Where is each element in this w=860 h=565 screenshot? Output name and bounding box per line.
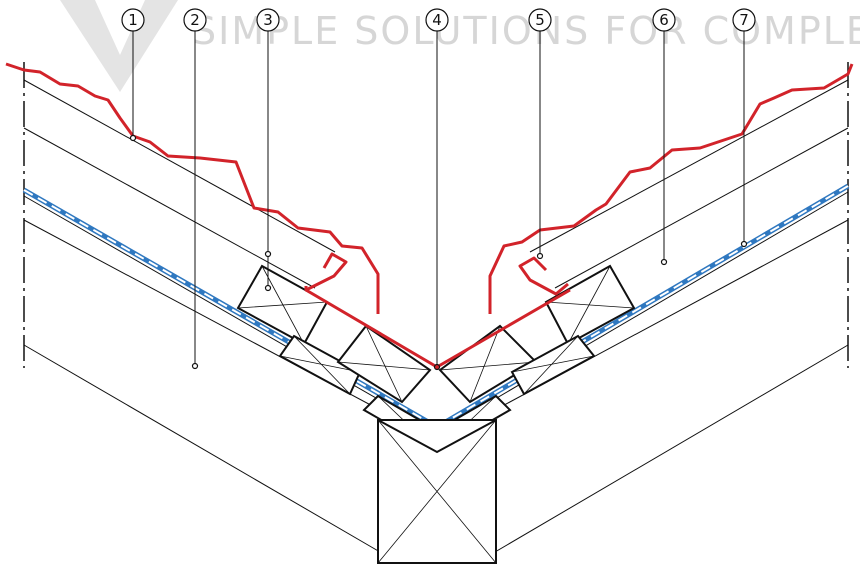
- right-batten-upper-line: [529, 79, 849, 253]
- left-counter-batten-lower: [278, 334, 362, 396]
- membrane-inner-line: [23, 191, 849, 434]
- callout-5: 5: [528, 8, 552, 32]
- right-counter-batten-upper: [544, 264, 636, 346]
- svg-text:1: 1: [128, 11, 138, 29]
- right-membrane: [435, 183, 850, 430]
- callout-7: 7: [732, 8, 756, 32]
- svg-text:7: 7: [739, 11, 749, 29]
- svg-text:6: 6: [659, 11, 669, 29]
- break-lines: [23, 62, 849, 368]
- svg-text:4: 4: [432, 11, 442, 29]
- left-valley-board: [336, 324, 432, 404]
- underlay-membrane: [22, 183, 850, 434]
- callout-2: 2: [183, 8, 207, 32]
- left-batten-lower-line: [23, 127, 316, 289]
- left-sheet-hook: [304, 252, 348, 292]
- left-rafter: [23, 219, 381, 553]
- callout-markers: 1 2 3 4 5 6 7: [121, 8, 756, 32]
- callout-6: 6: [652, 8, 676, 32]
- right-sheet-hook: [518, 256, 569, 296]
- roof-batten-layer: [23, 79, 849, 289]
- leader-dots: [129, 134, 748, 371]
- svg-text:3: 3: [263, 11, 273, 29]
- watermark-logo: [60, 0, 178, 92]
- watermark-text: SIMPLE SOLUTIONS FOR COMPLE: [192, 9, 860, 53]
- leader-lines: [132, 30, 745, 367]
- svg-text:5: 5: [535, 11, 545, 29]
- callout-4: 4: [425, 8, 449, 32]
- right-batten-lower-line: [554, 127, 849, 289]
- metal-roof-sheet: [5, 62, 854, 369]
- callout-1: 1: [121, 8, 145, 32]
- right-roof-sheet-profile: [488, 63, 854, 314]
- left-roof-sheet-profile: [5, 62, 380, 314]
- svg-text:2: 2: [190, 11, 200, 29]
- left-batten-upper-line: [23, 79, 336, 253]
- right-counter-batten-lower: [510, 334, 596, 396]
- left-membrane: [22, 187, 439, 430]
- right-rafter: [494, 219, 849, 553]
- callout-3: 3: [256, 8, 280, 32]
- left-counter-batten-upper: [236, 264, 329, 346]
- valley-rafter: [377, 419, 497, 564]
